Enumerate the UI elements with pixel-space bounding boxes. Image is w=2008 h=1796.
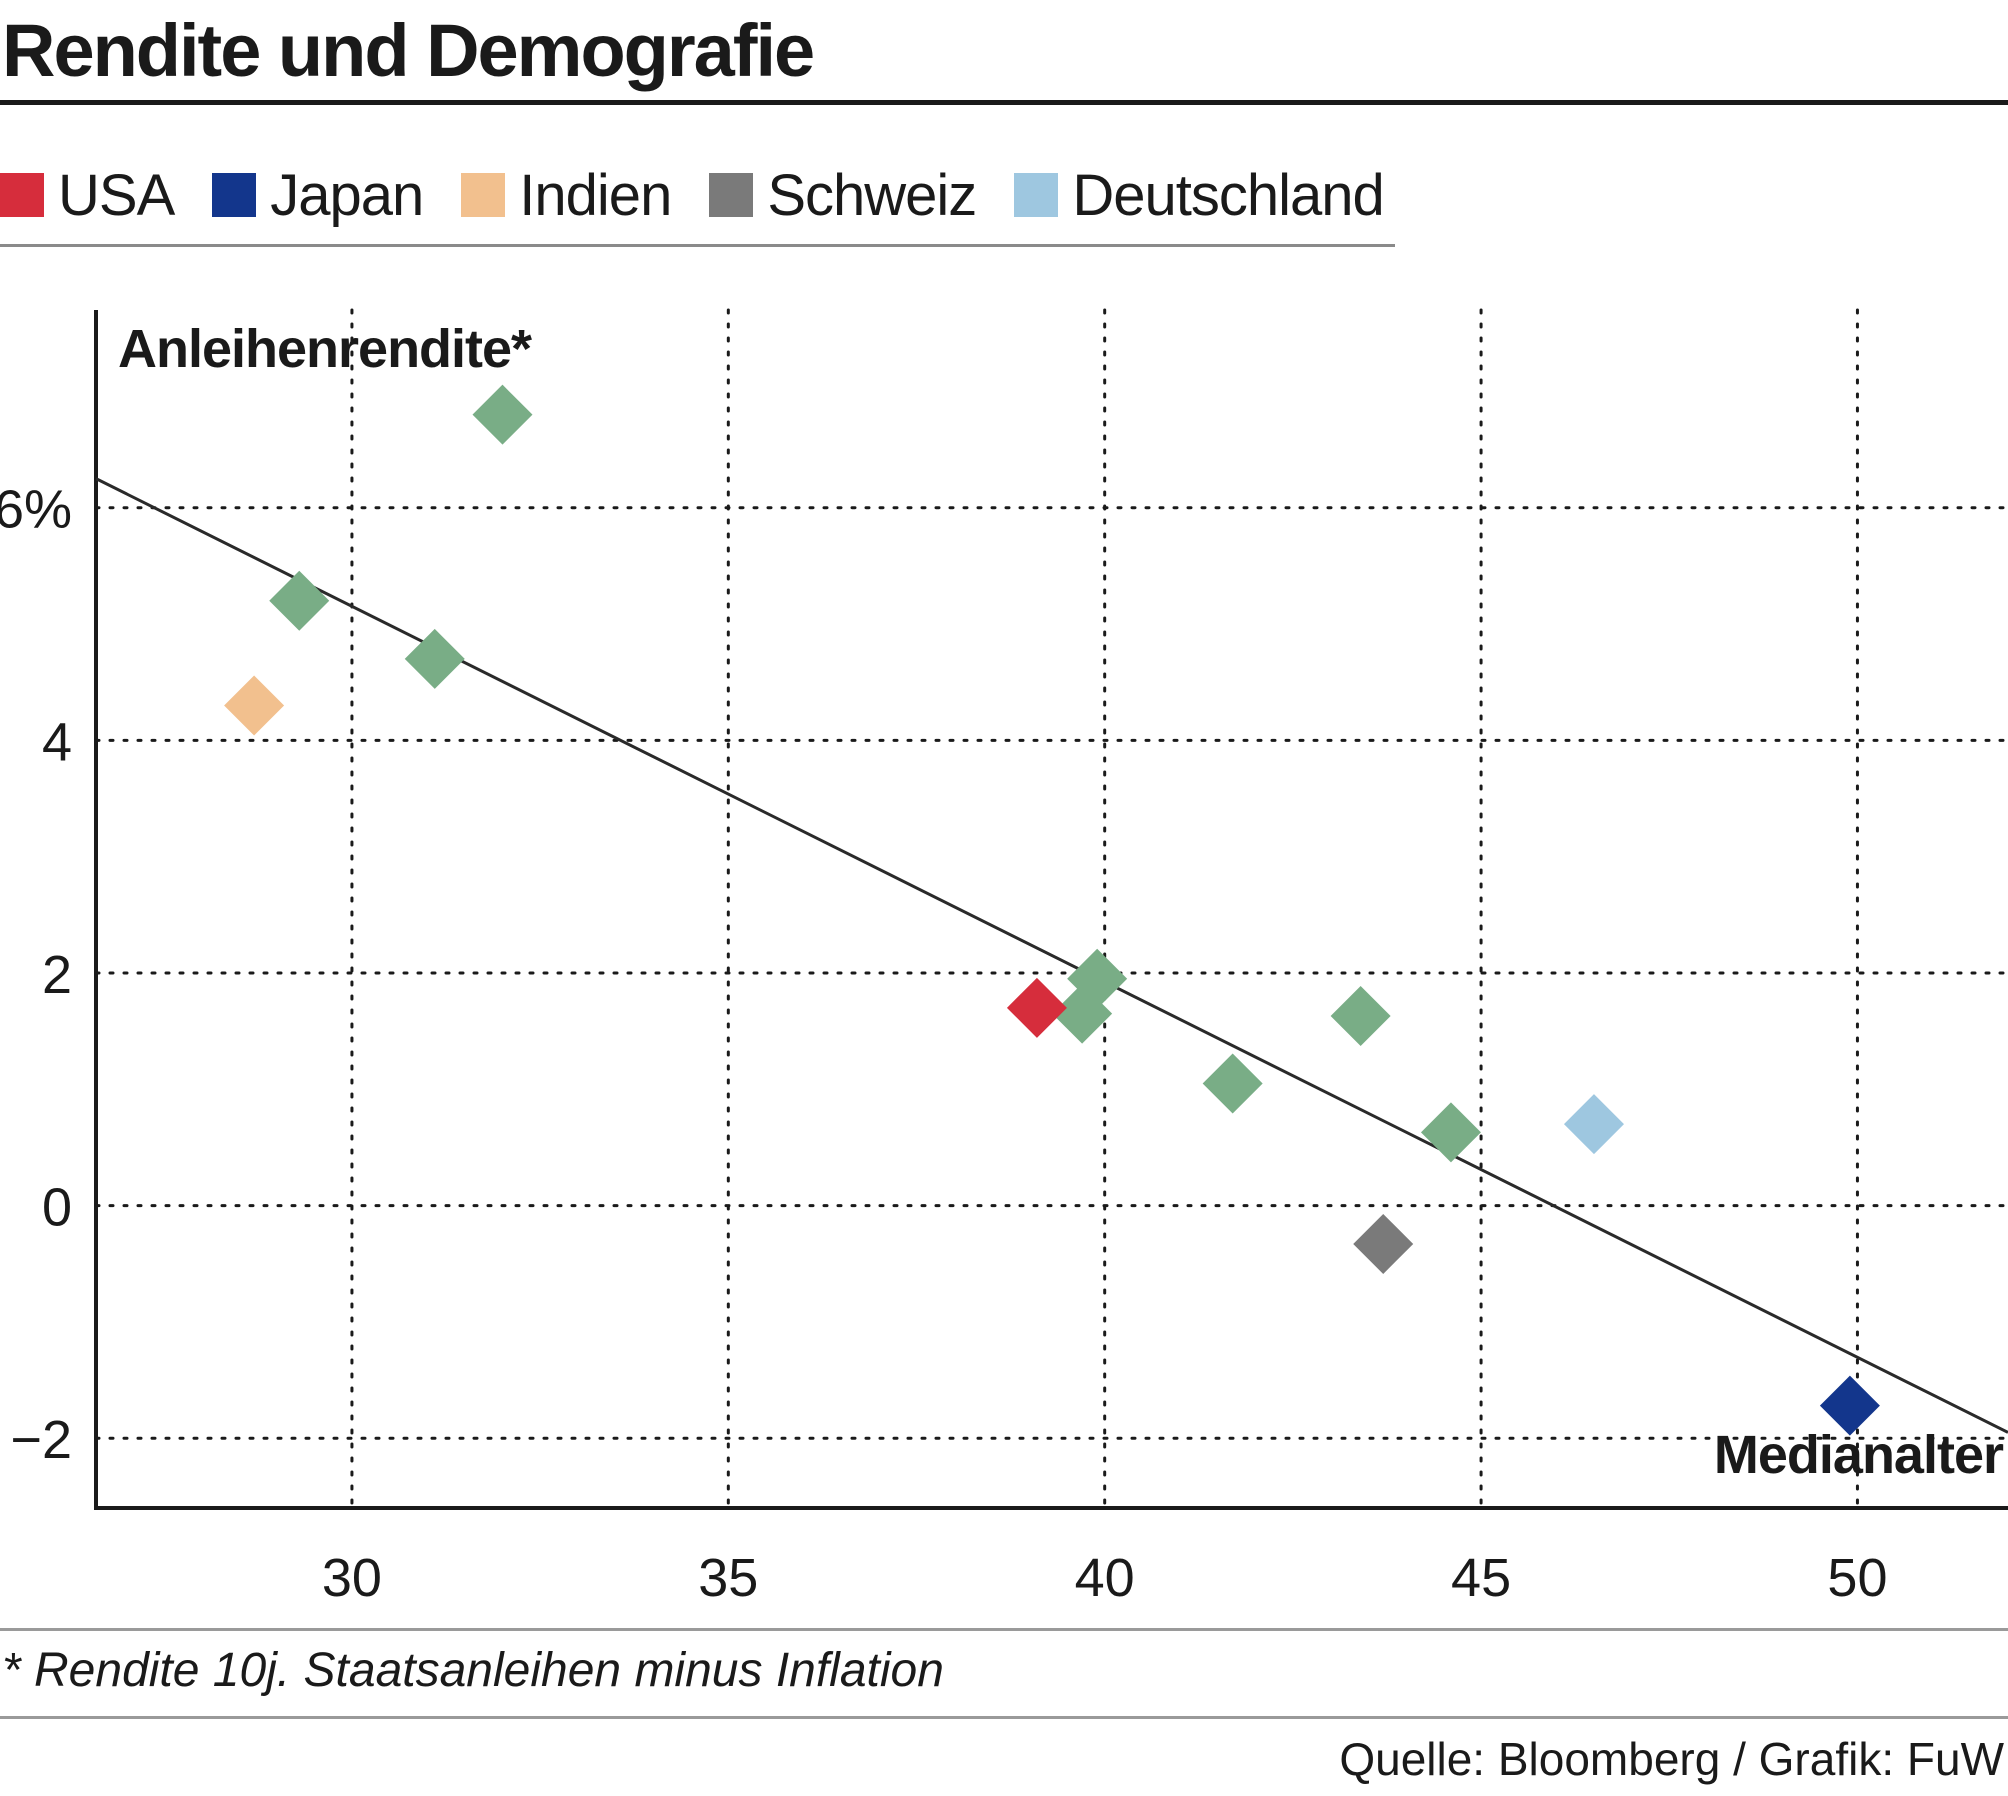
legend-swatch-japan [212, 173, 257, 217]
source-divider [0, 1716, 2008, 1719]
data-point-japan [1819, 1375, 1880, 1436]
axes [94, 310, 2008, 1510]
data-point-deutschland [1563, 1094, 1624, 1155]
data-point-indien [224, 675, 285, 736]
trendline-group [95, 477, 2008, 1434]
source-credit: Quelle: Bloomberg / Grafik: FuW [1339, 1733, 2004, 1785]
data-point-andere [404, 628, 465, 689]
data-point-usa [1006, 977, 1067, 1038]
legend-label-usa: USA [58, 162, 175, 228]
data-point-andere [1420, 1102, 1481, 1163]
x-tick-label: 45 [1451, 1548, 1511, 1608]
data-point-andere [1202, 1053, 1263, 1114]
legend-label-japan: Japan [270, 162, 424, 228]
footnote: * Rendite 10j. Staatsanleihen minus Infl… [2, 1644, 944, 1697]
data-points [224, 384, 1880, 1436]
y-tick-label: 0 [42, 1178, 72, 1238]
legend-swatch-schweiz [709, 173, 754, 217]
chart-title: Rendite und Demografie [2, 9, 815, 92]
legend-item-schweiz: Schweiz [709, 162, 977, 229]
title-divider [0, 100, 2008, 105]
x-axis-label: Medianalter [1714, 1425, 2004, 1485]
y-tick-label: 2 [42, 945, 72, 1005]
legend: USA Japan Indien Schweiz Deutschland [0, 160, 1422, 230]
legend-item-indien: Indien [461, 162, 672, 229]
trendline [95, 477, 2008, 1434]
data-point-andere [1052, 983, 1113, 1044]
legend-item-deutschland: Deutschland [1014, 162, 1385, 229]
y-axis-label: Anleihenrendite* [118, 319, 532, 379]
axis-labels: Anleihenrendite* Medianalter [118, 319, 2005, 1485]
legend-label-schweiz: Schweiz [767, 162, 977, 228]
y-tick-label: −2 [10, 1410, 72, 1470]
legend-swatch-usa [0, 173, 44, 217]
y-tick-label: 4 [42, 712, 72, 772]
legend-label-indien: Indien [519, 162, 672, 228]
tick-labels: 30 35 40 45 50 −2 0 2 4 6% [0, 480, 1887, 1608]
y-tick-label: 6% [0, 480, 72, 540]
data-point-andere [472, 384, 533, 445]
legend-item-usa: USA [0, 162, 175, 229]
grid [94, 308, 2008, 1510]
legend-swatch-deutschland [1014, 173, 1059, 217]
legend-label-deutschland: Deutschland [1072, 162, 1384, 228]
footnote-divider [0, 1628, 2008, 1631]
scatter-chart: 30 35 40 45 50 −2 0 2 4 6% Anleihenrendite* Median… [0, 308, 2008, 1608]
x-tick-label: 35 [698, 1548, 758, 1608]
legend-divider [0, 244, 1395, 247]
x-tick-label: 40 [1075, 1548, 1135, 1608]
legend-swatch-indien [461, 173, 506, 217]
legend-item-japan: Japan [212, 162, 424, 229]
x-tick-label: 50 [1827, 1548, 1887, 1608]
x-tick-label: 30 [322, 1548, 382, 1608]
data-point-andere [269, 570, 330, 631]
data-point-andere [1330, 986, 1391, 1047]
data-point-schweiz [1353, 1213, 1414, 1274]
